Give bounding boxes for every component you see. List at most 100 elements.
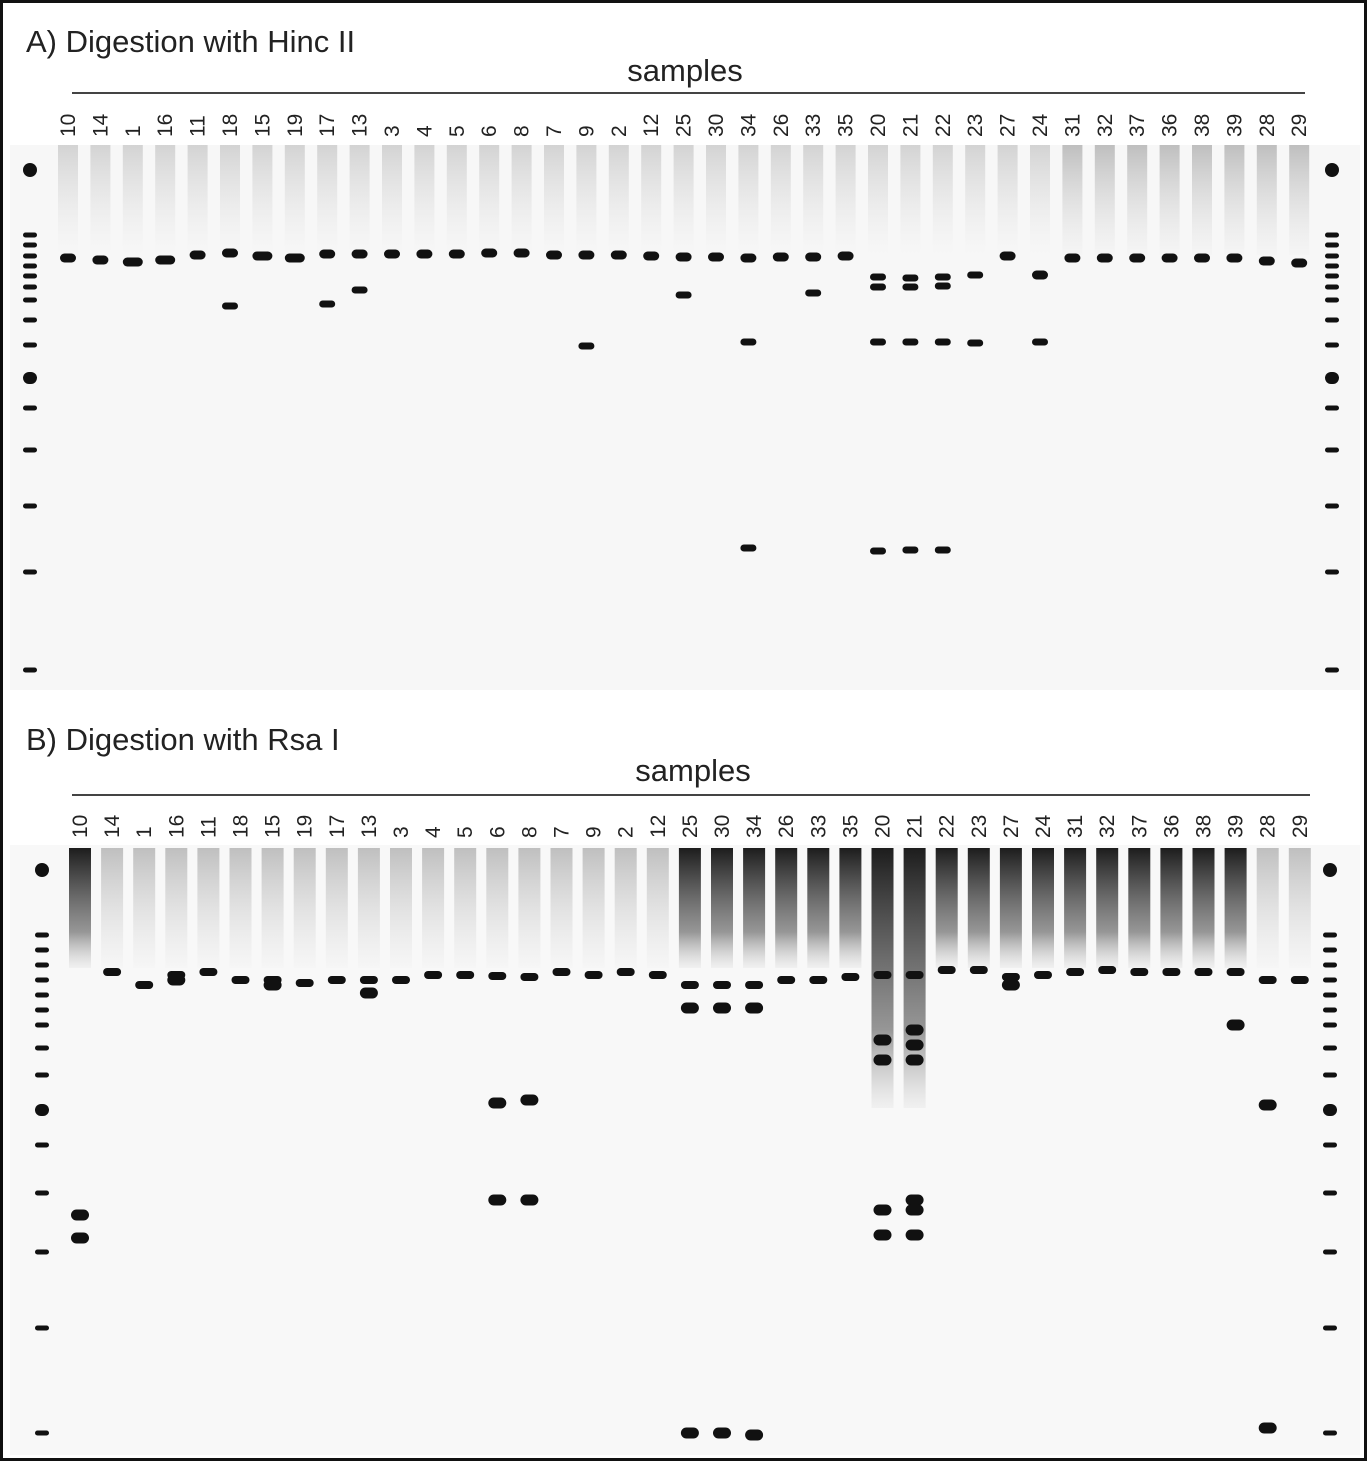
smear [1064,848,1087,968]
lane-label: 28 [1257,815,1280,838]
band [488,972,507,980]
band [1323,1104,1337,1116]
lane-label: 10 [69,815,92,838]
band [1325,263,1339,269]
band [905,971,924,979]
lane-label: 12 [647,815,670,838]
band [1323,1430,1337,1436]
band [351,286,368,294]
band [1325,242,1339,248]
lane-label: 28 [1256,114,1279,137]
lane-label: 31 [1061,114,1084,137]
lane-label: 3 [390,826,413,838]
smear [317,145,338,255]
band [1325,405,1339,411]
band [35,1022,49,1028]
smear [58,145,78,255]
band [1226,1019,1245,1031]
band [1066,968,1085,976]
smear [839,848,862,968]
smear [1094,145,1115,255]
band [359,987,378,999]
smear [414,145,435,255]
band [675,252,692,262]
smear [641,145,662,255]
lane-label: 1 [122,125,145,137]
band [1001,973,1020,981]
lane-label: 12 [640,114,663,137]
band [252,251,273,261]
band [1325,297,1339,303]
band [23,667,37,673]
band [1325,447,1339,453]
lane-label: 21 [899,114,922,137]
lane-label: 30 [705,114,728,137]
band [520,1194,539,1206]
smear [1256,145,1277,255]
band [873,1204,892,1216]
band [648,971,667,979]
band [680,1427,699,1439]
band [1325,232,1339,238]
band [35,1249,49,1255]
lane-label: 22 [936,815,959,838]
lane-label: 4 [422,826,445,838]
lane-label: 1 [133,826,156,838]
smear [382,145,402,255]
band [384,249,400,259]
band [905,1039,924,1051]
lane-label: 29 [1289,815,1312,838]
lane-label: 35 [835,114,858,137]
band [905,1024,924,1036]
band [319,300,336,308]
band [1323,1045,1337,1051]
band [35,863,49,877]
lane-label: 25 [673,114,696,137]
lane-label: 4 [413,125,436,137]
smear [1192,848,1215,968]
lane-label: 36 [1160,815,1183,838]
band [584,971,603,979]
smear [1224,145,1245,255]
band [967,339,984,347]
lane-label: 5 [454,826,477,838]
band [1032,270,1048,280]
lane-label: 16 [165,815,188,838]
lane-label: 34 [743,814,766,838]
band [967,271,984,279]
band [937,966,956,974]
band [1323,1022,1337,1028]
lane-label: 17 [326,815,349,838]
band [327,976,346,984]
band [740,544,757,552]
band [1258,976,1277,984]
lane-label: 18 [230,815,253,838]
band [902,283,919,291]
band [777,976,796,984]
band [999,251,1016,261]
band [35,1104,49,1116]
band [23,253,37,259]
band [23,342,37,348]
band [1130,968,1149,976]
band [643,251,660,261]
band [1290,976,1309,984]
band [546,250,562,260]
smear [706,145,726,255]
lane-label: 26 [770,114,793,137]
band [35,1142,49,1148]
smear [770,145,791,255]
lane-label: 27 [997,114,1020,137]
band [772,252,789,262]
smear [835,145,856,255]
smear [1256,848,1279,968]
lane-label: 26 [775,815,798,838]
smear [775,848,798,968]
band [1323,977,1337,983]
band [578,250,595,260]
band [1325,342,1339,348]
lane-label: 18 [219,114,242,137]
band [905,1204,924,1216]
axis-label: samples [635,753,750,788]
smear [582,848,605,968]
